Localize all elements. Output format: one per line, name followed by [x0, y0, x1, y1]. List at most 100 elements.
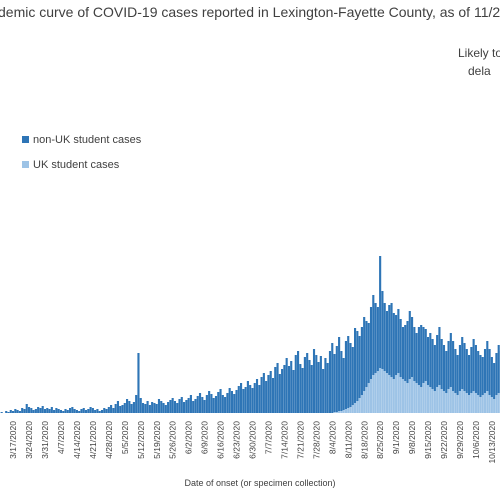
bar-segment	[472, 339, 475, 391]
bar-segment	[167, 402, 170, 413]
bar-segment	[73, 409, 76, 413]
bar-segment	[178, 399, 181, 413]
bar-segment	[463, 391, 466, 413]
bar-segment	[262, 373, 265, 413]
annotation: Likely to	[458, 46, 500, 60]
x-tick-label: 6/9/2020	[200, 421, 210, 454]
bar-segment	[436, 387, 439, 413]
bar-segment	[290, 361, 293, 413]
bar-segment	[426, 385, 430, 413]
x-tick-label: 5/12/2020	[136, 421, 146, 459]
bar-segment	[374, 303, 377, 373]
bar-segment	[169, 400, 172, 413]
bar-segment	[205, 395, 208, 413]
bar-segment	[62, 411, 65, 413]
bar-segment	[94, 410, 97, 413]
bar-segment	[271, 378, 275, 413]
bar-segment	[123, 403, 126, 413]
x-tick-label: 5/5/2020	[120, 421, 130, 454]
bar-segment	[347, 336, 350, 408]
x-tick-label: 8/18/2020	[359, 421, 369, 459]
bar-segment	[424, 329, 427, 381]
bar-segment	[160, 401, 163, 413]
bar-segment	[105, 409, 108, 413]
bar-segment	[477, 351, 480, 395]
bar-segment	[388, 375, 391, 413]
bar-segment	[244, 387, 247, 413]
bar-segment	[324, 358, 327, 413]
bar-segment	[303, 357, 306, 413]
bar-segment	[253, 383, 256, 413]
bar-segment	[454, 393, 457, 413]
bar-segment	[100, 410, 104, 413]
bar-segment	[424, 381, 427, 413]
x-tick-label: 8/11/2020	[343, 421, 353, 458]
bar-segment	[287, 366, 291, 413]
bar-segment	[137, 353, 140, 413]
bar-segment	[495, 395, 498, 413]
bar-segment	[187, 398, 190, 413]
bar-segment	[139, 398, 142, 413]
bar-segment	[358, 336, 361, 398]
bar-segment	[228, 388, 231, 413]
bar-segment	[379, 368, 382, 413]
bar-segment	[479, 397, 482, 413]
bar-segment	[351, 347, 354, 405]
bar-segment	[395, 315, 398, 375]
bar-segment	[493, 363, 496, 399]
bar-segment	[383, 303, 386, 371]
bar-segment	[87, 409, 90, 413]
bar-segment	[406, 383, 409, 413]
bar-segment	[433, 345, 436, 391]
bar-segment	[130, 404, 133, 413]
bar-segment	[372, 295, 375, 375]
bar-segment	[112, 408, 115, 413]
bar-segment	[80, 409, 83, 413]
bar-segment	[369, 307, 373, 379]
bar-segment	[201, 397, 204, 413]
bar-segment	[458, 391, 462, 413]
bar-segment	[71, 407, 74, 413]
bar-segment	[481, 357, 484, 395]
bar-segment	[208, 391, 211, 413]
bar-segment	[399, 377, 402, 413]
bar-segment	[203, 400, 206, 413]
bar-segment	[322, 369, 325, 413]
bar-segment	[461, 337, 464, 389]
bar-segment	[14, 409, 17, 413]
bar-segment	[385, 373, 389, 413]
bar-segment	[415, 333, 418, 383]
bar-segment	[37, 407, 40, 413]
bar-segment	[246, 381, 249, 413]
bar-segment	[84, 410, 88, 413]
bar-segment	[233, 394, 236, 413]
bar-segment	[401, 379, 405, 413]
x-tick-label: 6/30/2020	[248, 421, 258, 459]
x-tick-label: 8/4/2020	[327, 421, 337, 454]
bar-segment	[404, 325, 407, 381]
bar-segment	[495, 353, 498, 395]
bar-segment	[162, 403, 165, 413]
bar-segment	[82, 408, 85, 413]
bar-segment	[342, 410, 345, 413]
bar-segment	[385, 311, 389, 373]
bar-segment	[354, 328, 357, 403]
bar-segment	[69, 408, 72, 413]
legend-label: non-UK student cases	[33, 134, 142, 146]
bar-segment	[415, 383, 418, 413]
bar-segment	[278, 374, 281, 413]
bar-segment	[18, 411, 21, 413]
x-tick-label: 5/26/2020	[168, 421, 178, 459]
bar-segment	[474, 393, 477, 413]
bar-segment	[349, 343, 352, 407]
bar-segment	[497, 393, 500, 413]
bar-segment	[354, 403, 357, 413]
bar-segment	[349, 407, 352, 413]
x-tick-label: 10/13/2020	[487, 421, 497, 464]
bar-segment	[196, 396, 199, 413]
bar-segment	[497, 345, 500, 393]
bar-segment	[107, 407, 110, 413]
bar-segment	[221, 395, 224, 413]
bar-segment	[157, 399, 161, 413]
bar-segment	[78, 411, 81, 413]
